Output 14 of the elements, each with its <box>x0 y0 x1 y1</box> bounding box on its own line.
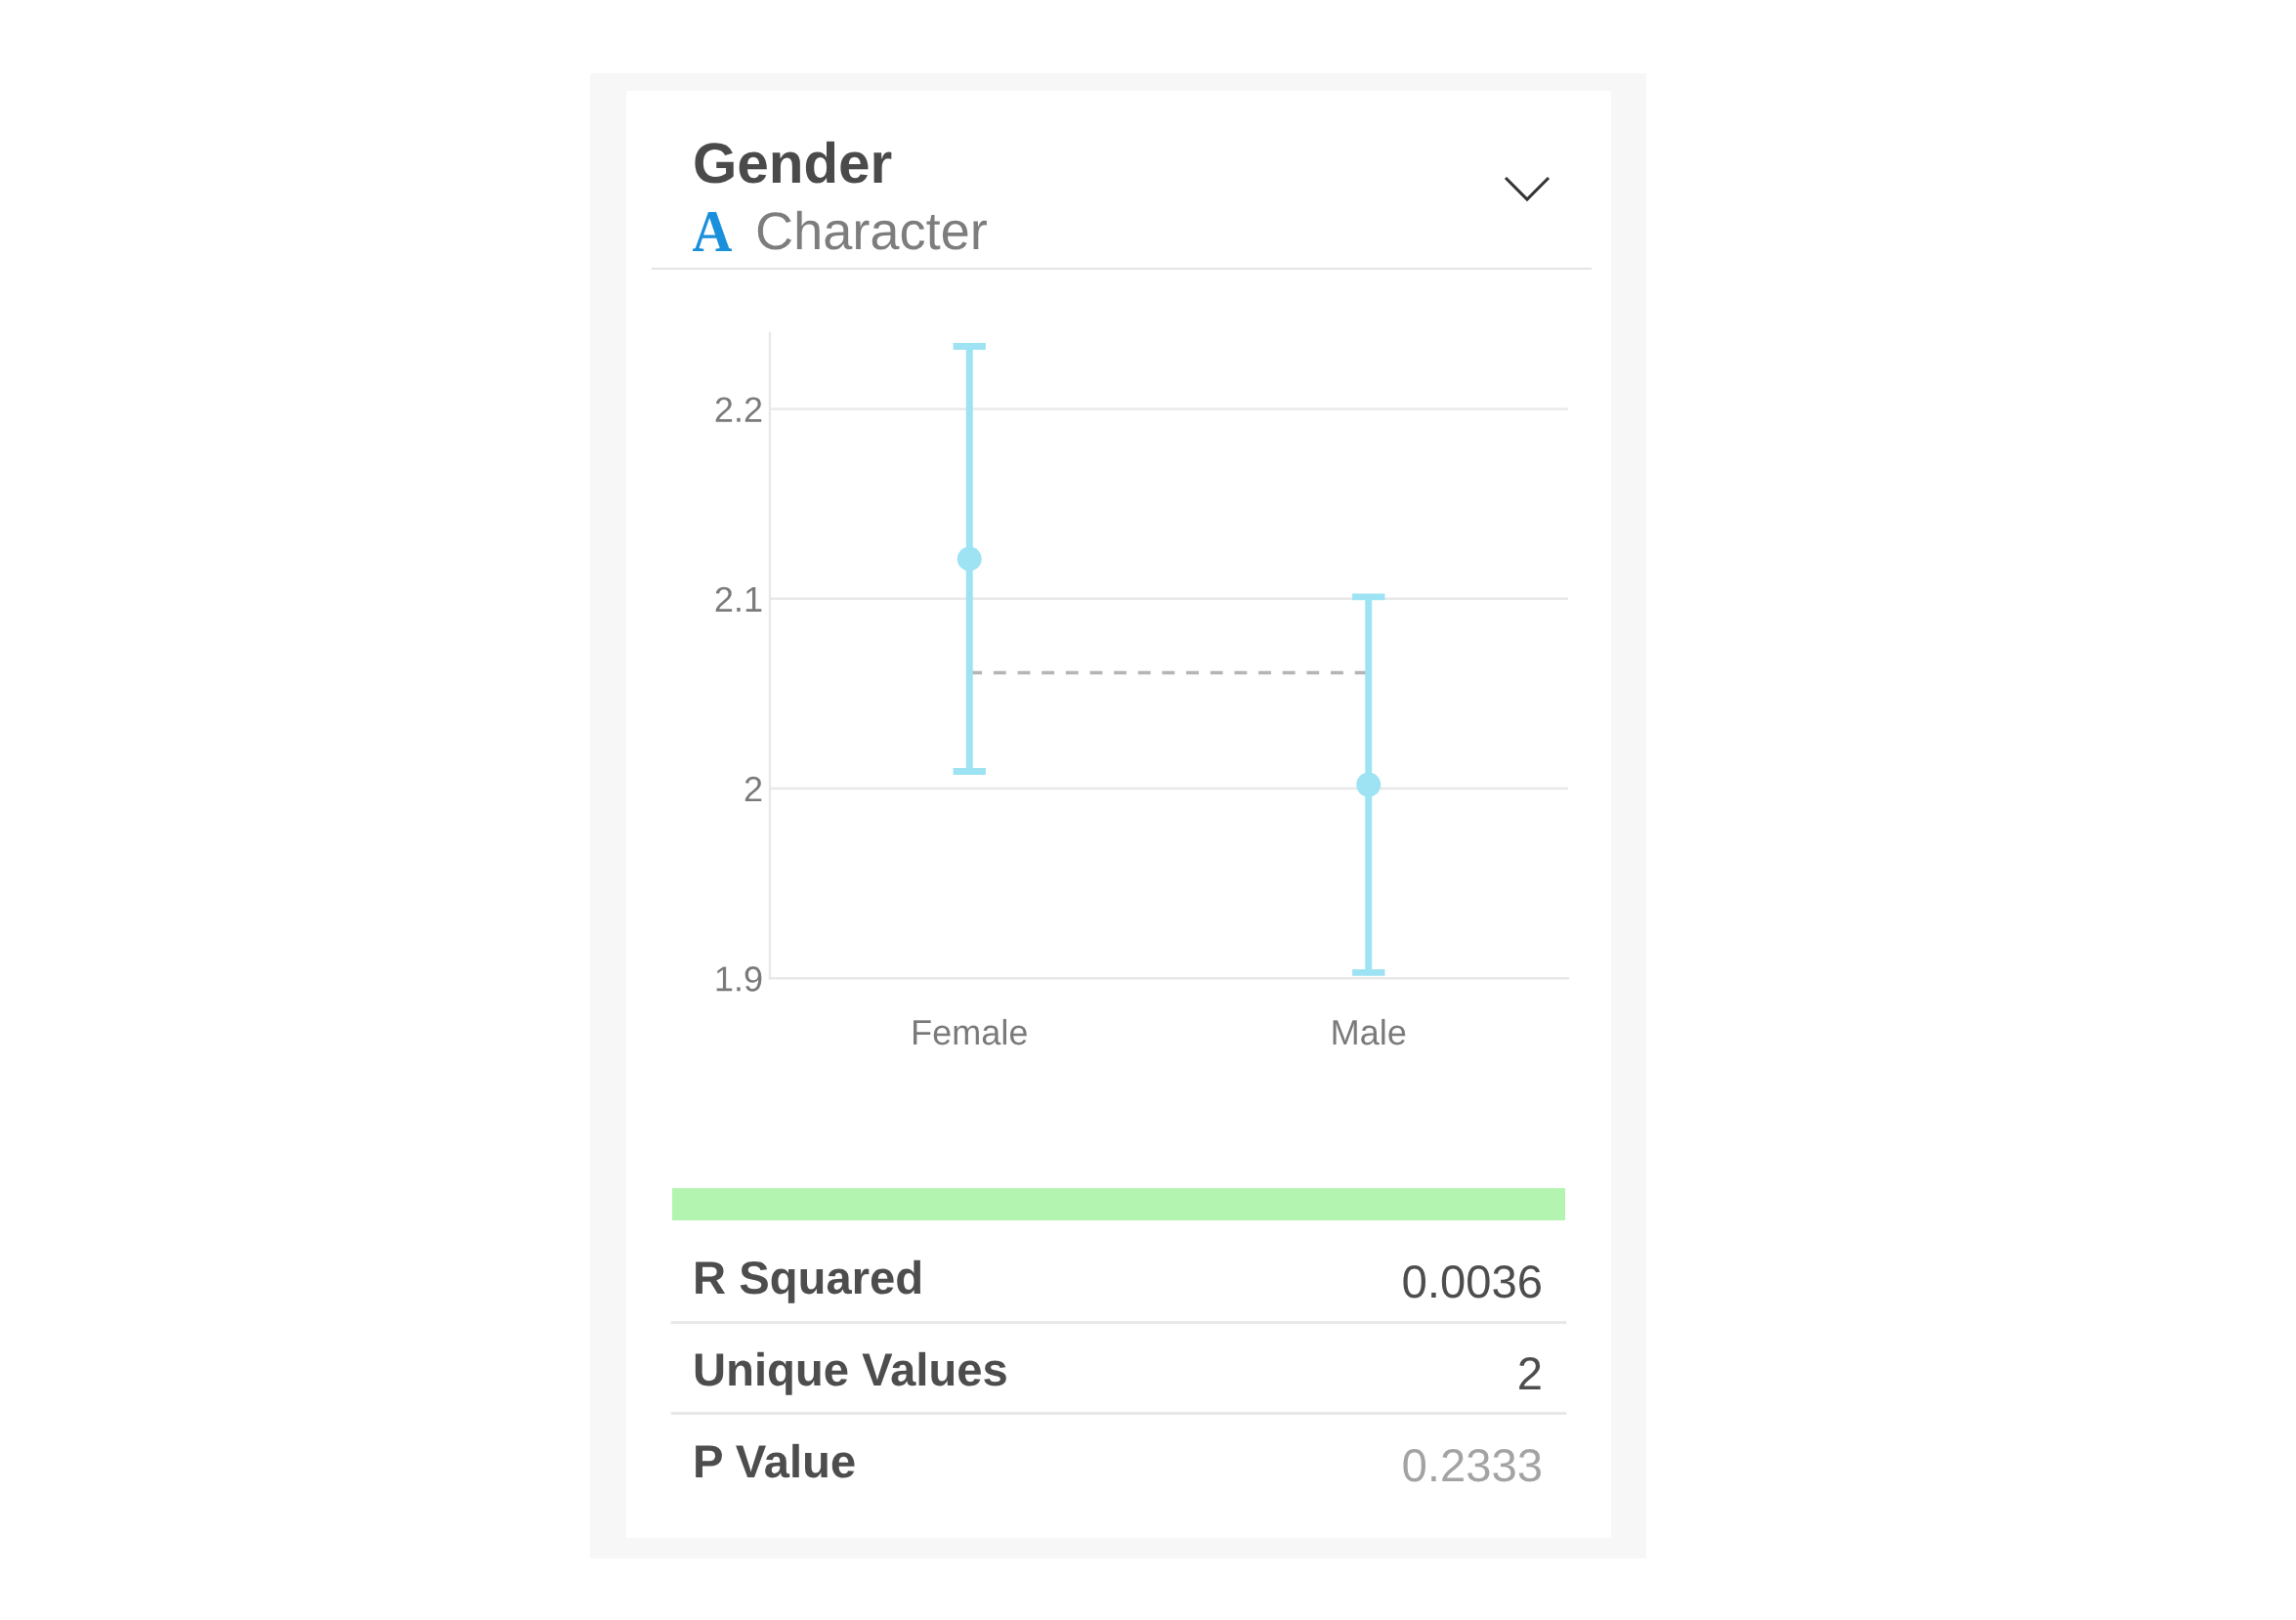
chart-subtitle: Character <box>757 210 987 250</box>
text: Unique Values <box>695 1351 1006 1395</box>
x-tick-label: Female <box>914 1018 1027 1045</box>
text: 0.0036 <box>1403 1265 1541 1299</box>
y-tick-label: 1.9 <box>716 966 762 992</box>
text: P Value <box>696 1443 855 1478</box>
chart-title: Gender <box>695 141 892 184</box>
x-tick-label: Male <box>1333 1018 1406 1045</box>
text: R Squared <box>696 1259 921 1303</box>
y-tick-label: 2.1 <box>715 586 762 612</box>
y-tick-label: 2.2 <box>715 397 762 422</box>
text: 0.2333 <box>1403 1449 1541 1482</box>
text: 2 <box>1519 1357 1541 1389</box>
y-tick-label: 2 <box>744 776 762 802</box>
